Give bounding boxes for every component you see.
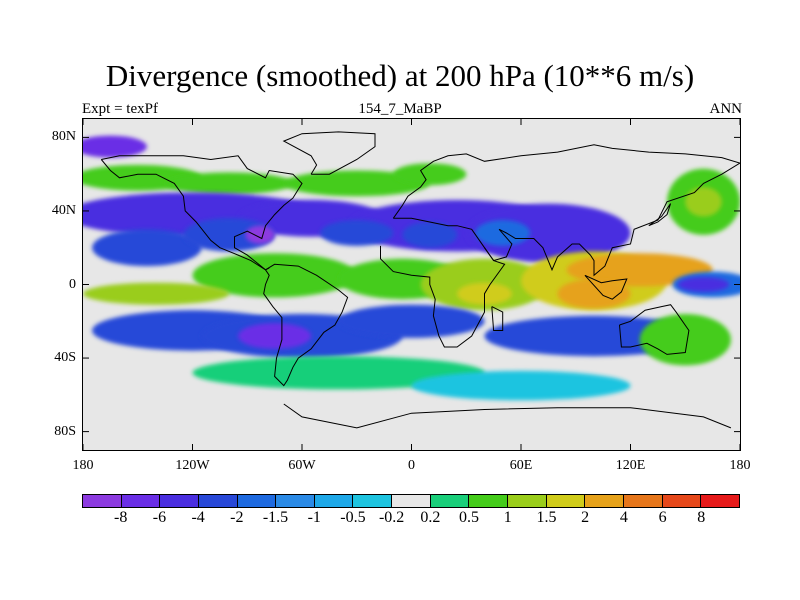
x-tick-label: 0 [408,458,415,473]
x-tick-label: 120E [615,458,646,473]
divergence-region-24 [83,282,229,305]
divergence-region-34 [639,314,731,366]
colorbar-swatch-2 [160,495,199,507]
coastline-6 [380,245,506,348]
divergence-region-26 [677,277,730,292]
colorbar-label: 1 [503,509,512,526]
coastline-8 [619,304,690,355]
case-label: 154_7_MaBP [358,101,442,117]
x-tick-label: 180 [729,458,751,473]
divergence-region-32 [192,356,485,390]
colorbar-swatch-9 [430,495,470,507]
colorbar-label: -2 [230,509,244,526]
divergence-region-33 [411,370,631,401]
experiment-label: Expt = texPf [82,101,158,117]
x-tick-label: 120W [175,458,210,473]
chart-title: Divergence (smoothed) at 200 hPa (10**6 … [105,58,695,93]
divergence-region-11 [92,229,202,267]
colorbar-swatch-5 [276,495,315,507]
divergence-region-17 [192,253,357,298]
colorbar-swatch-16 [701,495,739,507]
colorbar-label: -6 [152,509,167,526]
coastline-10 [648,203,672,227]
colorbar-label: -1.5 [262,509,289,526]
divergence-region-2 [165,172,293,195]
colorbar-swatch-1 [121,495,161,507]
divergence-region-12 [183,218,275,252]
colorbar-label: -0.2 [378,509,405,526]
y-tick-label: 80S [54,423,76,439]
colorbar-label: 2 [581,509,590,526]
divergence-region-10 [466,203,631,263]
colorbar-swatch-13 [585,495,624,507]
colorbar [82,494,740,508]
colorbar-swatch-12 [546,495,586,507]
coastline-11 [283,403,732,429]
colorbar-swatch-10 [469,495,509,507]
colorbar-swatch-8 [392,495,431,507]
colorbar-swatch-6 [314,495,354,507]
coastline-9 [584,274,628,300]
colorbar-label: 0.2 [420,509,441,526]
divergence-region-3 [283,170,430,197]
divergence-region-15 [402,221,458,248]
colorbar-swatch-14 [623,495,663,507]
x-tick-label: 60W [288,458,316,473]
colorbar-label: -4 [191,509,205,526]
coastline-1 [100,159,266,271]
y-tick-label: 40S [54,350,76,366]
colorbar-swatch-11 [508,495,547,507]
colorbar-label: -0.5 [340,509,366,526]
y-tick-label: 80N [51,129,76,145]
divergence-region-21 [566,253,713,287]
season-label: ANN [709,101,743,117]
colorbar-label: 6 [658,509,667,526]
colorbar-label: -8 [114,509,128,526]
divergence-region-13 [245,225,275,244]
colorbar-swatch-0 [83,495,122,507]
divergence-region-4 [393,163,467,186]
colorbar-label: 0.5 [459,509,480,526]
divergence-map [83,119,740,450]
colorbar-label: 1.5 [536,509,557,526]
divergence-region-14 [320,220,394,246]
coastline-7 [491,306,504,331]
coastline-4 [392,144,740,219]
y-tick-label: 40N [51,202,76,218]
x-tick-label: 180 [72,458,94,473]
divergence-region-6 [685,187,722,217]
x-tick-label: 60E [509,458,533,473]
colorbar-label: -1 [307,509,321,526]
colorbar-swatch-7 [353,495,393,507]
colorbar-label: 8 [697,509,706,526]
colorbar-swatch-3 [198,495,238,507]
y-tick-label: 0 [69,276,76,292]
coastline-2 [263,263,349,387]
colorbar-label: 4 [619,509,628,526]
divergence-region-29 [238,323,312,349]
coastline-0 [101,155,303,271]
coastline-3 [282,131,376,175]
divergence-region-0 [83,135,147,158]
map-plot [82,118,741,451]
divergence-region-22 [557,279,631,309]
colorbar-swatch-4 [237,495,277,507]
colorbar-swatch-15 [662,495,702,507]
divergence-region-30 [338,304,485,338]
